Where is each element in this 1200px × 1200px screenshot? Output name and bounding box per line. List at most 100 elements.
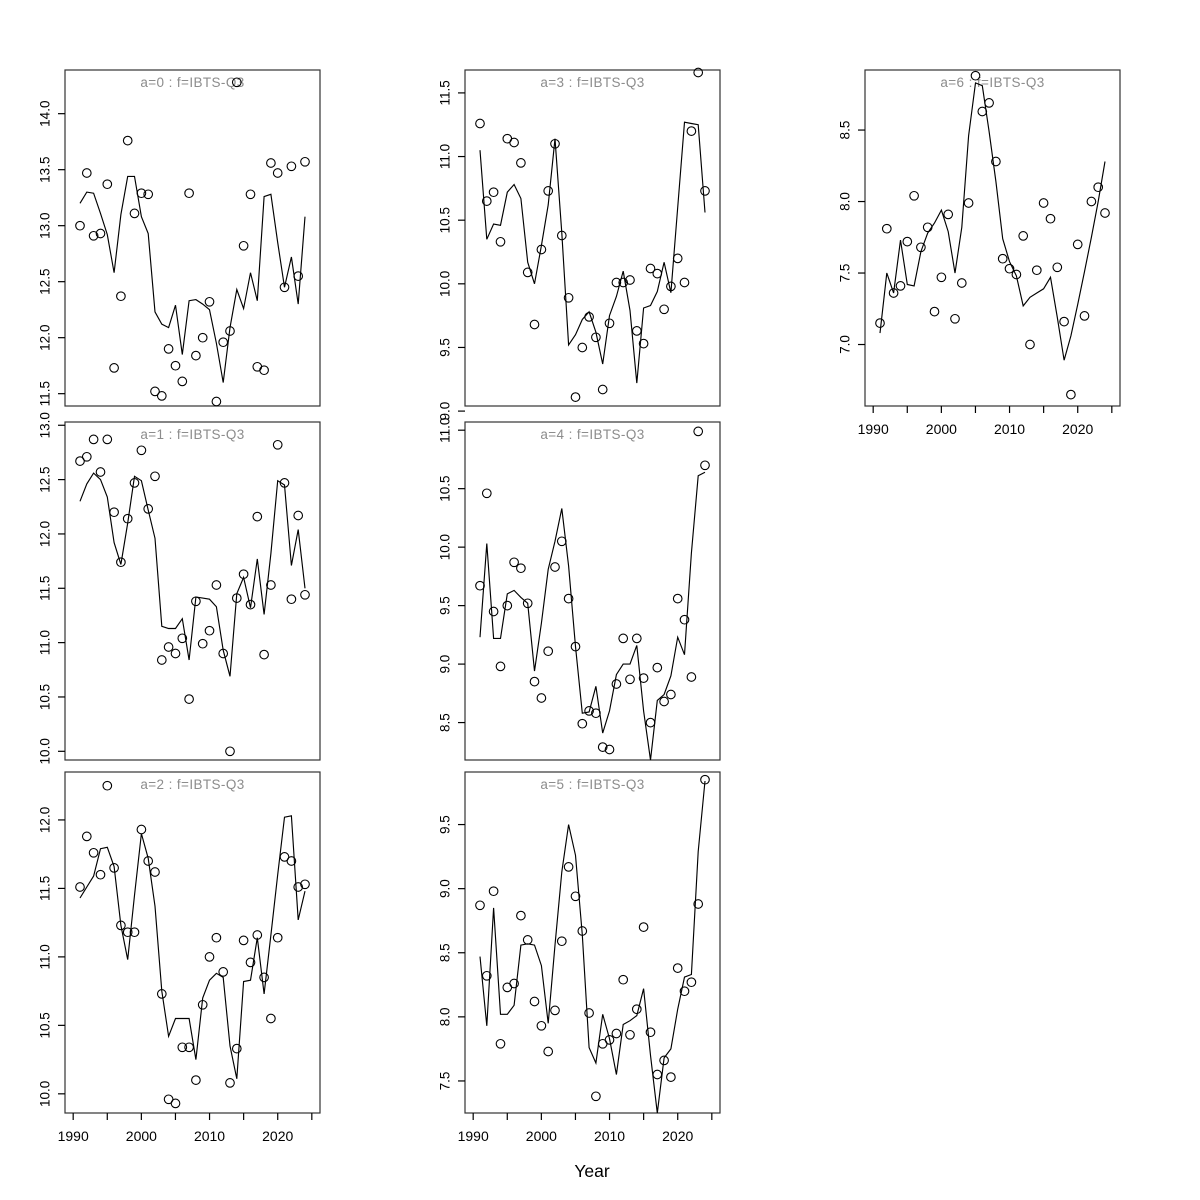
obs-point-a0-2012 bbox=[218, 337, 229, 348]
obs-point-a0-2024 bbox=[300, 156, 310, 167]
obs-point-a6-2018 bbox=[1059, 316, 1069, 327]
obs-point-a2-1996 bbox=[109, 863, 119, 873]
y-tick-label-a0: 12.5 bbox=[38, 269, 53, 295]
obs-point-a5-2008 bbox=[591, 1091, 601, 1102]
y-tick-label-a6: 7.0 bbox=[838, 335, 853, 354]
obs-point-a2-2006 bbox=[177, 1042, 188, 1053]
obs-point-a3-1997 bbox=[516, 158, 526, 168]
y-tick-label-a2: 10.5 bbox=[38, 1012, 53, 1038]
obs-point-a2-2018 bbox=[259, 972, 269, 983]
obs-point-a1-2019 bbox=[266, 580, 276, 590]
obs-point-a5-2024 bbox=[700, 774, 710, 785]
y-tick-label-a4: 11.0 bbox=[438, 418, 453, 443]
obs-point-a0-1996 bbox=[109, 363, 119, 373]
obs-point-a6-1995 bbox=[902, 236, 913, 247]
obs-point-a0-2002 bbox=[150, 386, 160, 397]
obs-point-a2-1997 bbox=[116, 920, 126, 931]
x-tick-label-a2: 1990 bbox=[58, 1128, 89, 1144]
obs-point-a1-2006 bbox=[177, 633, 188, 644]
y-tick-label-a5: 8.0 bbox=[438, 1007, 453, 1026]
obs-point-a6-2013 bbox=[1025, 339, 1035, 350]
fitted-line-a0 bbox=[79, 175, 306, 383]
panel-box-a4 bbox=[464, 421, 721, 761]
obs-point-a4-2017 bbox=[652, 662, 663, 673]
obs-point-a3-2019 bbox=[666, 281, 676, 292]
obs-point-a6-2006 bbox=[977, 106, 988, 117]
obs-point-a4-2015 bbox=[638, 673, 649, 683]
panel-title-a1: a=1 : f=IBTS-Q3 bbox=[140, 427, 244, 442]
obs-point-a1-2005 bbox=[170, 648, 181, 659]
y-tick-label-a3: 9.0 bbox=[438, 402, 453, 421]
obs-point-a6-2014 bbox=[1031, 265, 1042, 276]
obs-point-a3-1994 bbox=[495, 236, 506, 247]
obs-point-a2-2010 bbox=[204, 952, 215, 962]
obs-point-a4-2000 bbox=[536, 693, 547, 703]
obs-point-a1-2021 bbox=[279, 478, 290, 488]
obs-point-a1-2010 bbox=[204, 625, 215, 636]
obs-point-a3-1991 bbox=[475, 118, 485, 129]
obs-point-a0-2013 bbox=[225, 326, 235, 336]
obs-point-a1-2022 bbox=[286, 594, 297, 605]
y-tick-label-a0: 14.0 bbox=[38, 101, 53, 127]
obs-point-a4-1997 bbox=[516, 563, 526, 574]
obs-point-a2-1992 bbox=[81, 831, 92, 842]
fitted-line-a6 bbox=[879, 82, 1106, 361]
y-tick-label-a1: 12.5 bbox=[38, 466, 53, 492]
y-tick-label-a4: 9.5 bbox=[438, 596, 453, 615]
obs-point-a3-2007 bbox=[584, 312, 594, 322]
y-tick-label-a1: 11.5 bbox=[38, 576, 53, 601]
fitted-line-a2 bbox=[79, 815, 306, 1079]
obs-point-a5-2023 bbox=[693, 899, 704, 909]
fitted-line-a1 bbox=[79, 472, 306, 677]
obs-point-a2-2000 bbox=[136, 824, 147, 835]
obs-point-a4-2014 bbox=[631, 633, 642, 644]
obs-point-a1-1997 bbox=[116, 557, 126, 568]
obs-point-a5-2004 bbox=[563, 862, 574, 872]
obs-point-a1-1998 bbox=[122, 513, 133, 524]
obs-point-a1-2020 bbox=[272, 439, 283, 450]
obs-point-a6-2020 bbox=[1072, 239, 1083, 250]
obs-point-a6-2009 bbox=[997, 253, 1008, 264]
obs-point-a4-2006 bbox=[577, 718, 588, 729]
obs-point-a4-2018 bbox=[659, 696, 669, 707]
panel-box-a6 bbox=[864, 69, 1121, 407]
obs-point-a3-2022 bbox=[686, 126, 697, 136]
x-tick-label-a2: 2000 bbox=[126, 1128, 157, 1144]
obs-point-a2-2004 bbox=[163, 1094, 174, 1105]
obs-point-a4-2023 bbox=[693, 426, 704, 437]
obs-point-a2-2020 bbox=[272, 932, 283, 943]
y-tick-label-a1: 12.0 bbox=[38, 521, 53, 547]
obs-point-a6-2015 bbox=[1038, 198, 1049, 208]
obs-point-a0-2020 bbox=[272, 168, 283, 178]
x-tick-label-a6: 2020 bbox=[1062, 421, 1093, 437]
obs-point-a4-1995 bbox=[502, 600, 513, 611]
obs-point-a5-2017 bbox=[652, 1069, 663, 1080]
obs-point-a6-1992 bbox=[881, 223, 892, 234]
obs-point-a2-2024 bbox=[300, 879, 310, 890]
obs-point-a6-2024 bbox=[1100, 208, 1110, 218]
obs-point-a0-1999 bbox=[129, 208, 140, 219]
panel-box-a1 bbox=[64, 421, 321, 761]
panel-title-a4: a=4 : f=IBTS-Q3 bbox=[540, 427, 644, 442]
obs-point-a2-2017 bbox=[252, 930, 263, 940]
x-tick-label-a6: 2000 bbox=[926, 421, 957, 437]
obs-point-a5-2007 bbox=[584, 1008, 594, 1018]
y-tick-label-a5: 9.5 bbox=[438, 815, 453, 834]
x-tick-label-a6: 2010 bbox=[994, 421, 1025, 437]
obs-point-a2-2021 bbox=[279, 852, 290, 862]
obs-point-a5-2022 bbox=[686, 977, 697, 988]
obs-point-a5-2021 bbox=[679, 986, 690, 997]
y-tick-label-a1: 13.0 bbox=[38, 412, 53, 438]
obs-point-a1-2023 bbox=[293, 510, 304, 521]
obs-point-a6-1998 bbox=[922, 222, 933, 233]
y-tick-label-a5: 7.5 bbox=[438, 1072, 453, 1091]
y-tick-label-a2: 11.0 bbox=[38, 944, 53, 969]
obs-point-a2-2002 bbox=[150, 867, 160, 877]
obs-point-a0-2016 bbox=[245, 189, 256, 200]
obs-point-a1-2014 bbox=[231, 593, 242, 603]
y-tick-label-a5: 8.5 bbox=[438, 943, 453, 962]
y-tick-label-a3: 11.5 bbox=[438, 80, 453, 105]
obs-point-a3-1998 bbox=[522, 267, 533, 278]
obs-point-a0-2008 bbox=[191, 350, 201, 361]
